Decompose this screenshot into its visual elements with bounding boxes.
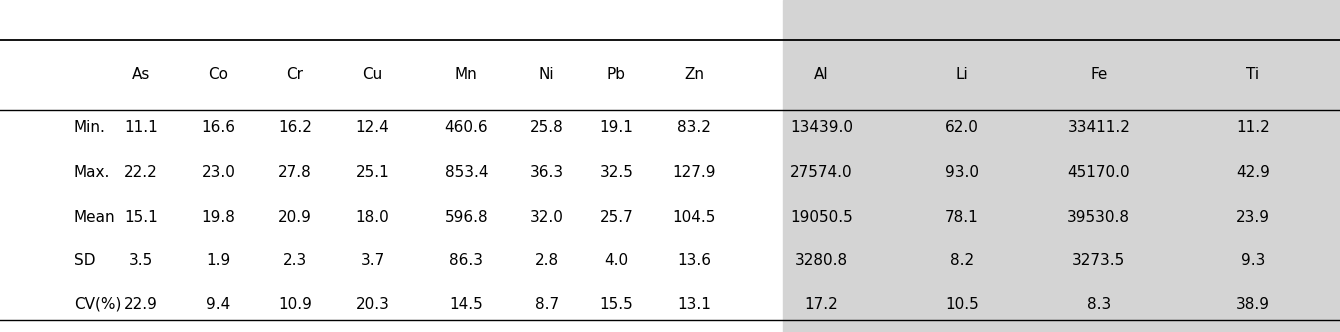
Text: 19050.5: 19050.5 [791,210,852,225]
Text: 3.7: 3.7 [360,253,385,268]
Bar [783,0,1340,332]
Text: Min.: Min. [74,120,106,135]
Text: CV(%): CV(%) [74,297,121,312]
Text: 853.4: 853.4 [445,165,488,180]
Text: 33411.2: 33411.2 [1068,120,1130,135]
Text: Mn: Mn [456,67,477,82]
Text: 8.3: 8.3 [1087,297,1111,312]
Text: Al: Al [815,67,828,82]
Text: 10.9: 10.9 [277,297,312,312]
Text: 39530.8: 39530.8 [1067,210,1131,225]
Text: As: As [131,67,150,82]
Text: 16.2: 16.2 [277,120,312,135]
Text: 22.2: 22.2 [123,165,158,180]
Text: Max.: Max. [74,165,110,180]
Text: 2.3: 2.3 [283,253,307,268]
Text: 93.0: 93.0 [945,165,980,180]
Text: 27574.0: 27574.0 [791,165,852,180]
Text: Ti: Ti [1246,67,1260,82]
Text: 19.1: 19.1 [599,120,634,135]
Text: 15.1: 15.1 [123,210,158,225]
Text: 32.0: 32.0 [529,210,564,225]
Text: 10.5: 10.5 [945,297,980,312]
Text: 11.1: 11.1 [123,120,158,135]
Text: 3273.5: 3273.5 [1072,253,1126,268]
Text: 4.0: 4.0 [604,253,628,268]
Text: Cu: Cu [362,67,383,82]
Text: 13.1: 13.1 [677,297,712,312]
Text: 9.4: 9.4 [206,297,230,312]
Text: 12.4: 12.4 [355,120,390,135]
Text: 19.8: 19.8 [201,210,236,225]
Text: 3.5: 3.5 [129,253,153,268]
Text: 3280.8: 3280.8 [795,253,848,268]
Text: 83.2: 83.2 [677,120,712,135]
Text: 25.8: 25.8 [529,120,564,135]
Text: 23.9: 23.9 [1235,210,1270,225]
Text: 18.0: 18.0 [355,210,390,225]
Text: 17.2: 17.2 [804,297,839,312]
Text: 20.9: 20.9 [277,210,312,225]
Text: 32.5: 32.5 [599,165,634,180]
Text: 8.7: 8.7 [535,297,559,312]
Text: 20.3: 20.3 [355,297,390,312]
Text: Fe: Fe [1091,67,1107,82]
Text: 22.9: 22.9 [123,297,158,312]
Text: 23.0: 23.0 [201,165,236,180]
Text: 42.9: 42.9 [1235,165,1270,180]
Text: 9.3: 9.3 [1241,253,1265,268]
Text: 86.3: 86.3 [449,253,484,268]
Text: 460.6: 460.6 [445,120,488,135]
Text: 596.8: 596.8 [445,210,488,225]
Text: Zn: Zn [685,67,704,82]
Text: 62.0: 62.0 [945,120,980,135]
Text: 27.8: 27.8 [277,165,312,180]
Text: Cr: Cr [287,67,303,82]
Text: Ni: Ni [539,67,555,82]
Text: 45170.0: 45170.0 [1068,165,1130,180]
Text: 104.5: 104.5 [673,210,716,225]
Text: Co: Co [209,67,228,82]
Text: 13.6: 13.6 [677,253,712,268]
Text: 38.9: 38.9 [1235,297,1270,312]
Text: 16.6: 16.6 [201,120,236,135]
Text: Mean: Mean [74,210,115,225]
Text: 8.2: 8.2 [950,253,974,268]
Text: 2.8: 2.8 [535,253,559,268]
Text: 13439.0: 13439.0 [789,120,854,135]
Text: 11.2: 11.2 [1235,120,1270,135]
Text: 127.9: 127.9 [673,165,716,180]
Text: 1.9: 1.9 [206,253,230,268]
Text: 78.1: 78.1 [945,210,980,225]
Text: SD: SD [74,253,95,268]
Text: Li: Li [955,67,969,82]
Text: 15.5: 15.5 [599,297,634,312]
Text: 36.3: 36.3 [529,165,564,180]
Text: 25.1: 25.1 [355,165,390,180]
Text: Pb: Pb [607,67,626,82]
Text: 25.7: 25.7 [599,210,634,225]
Text: 14.5: 14.5 [449,297,484,312]
